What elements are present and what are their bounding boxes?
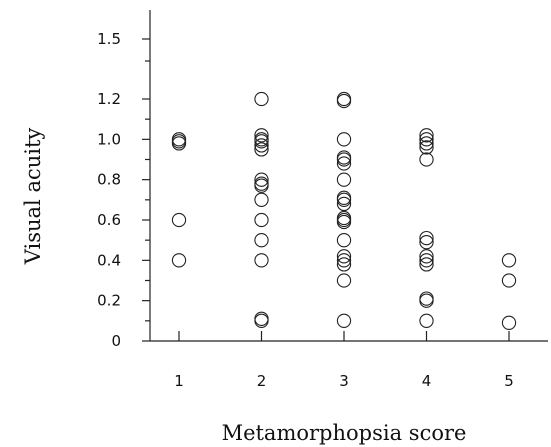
data-point [419, 136, 434, 151]
data-point [254, 313, 269, 328]
data-point [419, 257, 434, 272]
data-point [336, 253, 352, 268]
x-tick-label: 3 [339, 372, 349, 390]
data-point [419, 230, 434, 246]
data-point [254, 178, 269, 193]
y-tick-label: 0.8 [97, 171, 121, 189]
data-point [336, 172, 352, 187]
data-point [254, 128, 269, 143]
data-point [419, 152, 434, 167]
data-point [254, 134, 269, 149]
data-point [419, 235, 434, 250]
y-ticks: 0 0.2 0.4 0.6 0.8 1.0 1.2 1.5 [97, 30, 150, 350]
data-point [171, 136, 187, 151]
data-point [336, 192, 352, 207]
data-point [336, 152, 352, 167]
data-point [501, 273, 517, 288]
x-axis-title: Metamorphopsia score [222, 421, 467, 445]
data-point [336, 132, 352, 147]
data-point [171, 253, 187, 268]
y-tick-label: 1.5 [97, 30, 121, 48]
data-point [419, 249, 434, 264]
data-point [419, 140, 434, 155]
axes [149, 10, 548, 342]
data-point [419, 253, 434, 268]
data-point [254, 138, 269, 153]
data-point [254, 253, 269, 268]
y-tick-label: 1.0 [97, 130, 121, 148]
data-point [419, 293, 434, 308]
y-axis-title: Visual acuity [21, 128, 45, 266]
y-tick-label: 0.6 [97, 211, 121, 229]
data-point [419, 313, 434, 328]
x-tick-label: 4 [422, 372, 432, 390]
y-tick-label: 0.2 [97, 292, 121, 310]
data-point [254, 212, 269, 228]
data-point [254, 233, 269, 248]
data-point [336, 257, 352, 272]
y-tick-label: 1.2 [97, 90, 121, 108]
data-point [254, 142, 269, 157]
y-tick-label: 0 [111, 332, 121, 350]
data-point [336, 233, 352, 248]
data-point [336, 196, 352, 212]
data-points [171, 91, 517, 330]
data-point [254, 192, 269, 207]
data-point [254, 172, 269, 187]
data-point [336, 313, 352, 328]
data-point [254, 91, 269, 107]
data-point [336, 273, 352, 288]
y-tick-label: 0.4 [97, 251, 121, 269]
data-point [419, 132, 434, 147]
data-point [501, 315, 517, 330]
x-tick-label: 1 [174, 372, 184, 390]
x-tick-label: 2 [257, 372, 267, 390]
data-point [336, 156, 352, 171]
x-tick-label: 5 [504, 372, 514, 390]
data-point [419, 128, 434, 143]
data-point [336, 249, 352, 264]
data-point [501, 253, 517, 268]
data-point [171, 212, 187, 228]
x-ticks: 1 2 3 4 5 [174, 331, 514, 390]
data-point [336, 93, 352, 109]
data-point [336, 214, 352, 230]
